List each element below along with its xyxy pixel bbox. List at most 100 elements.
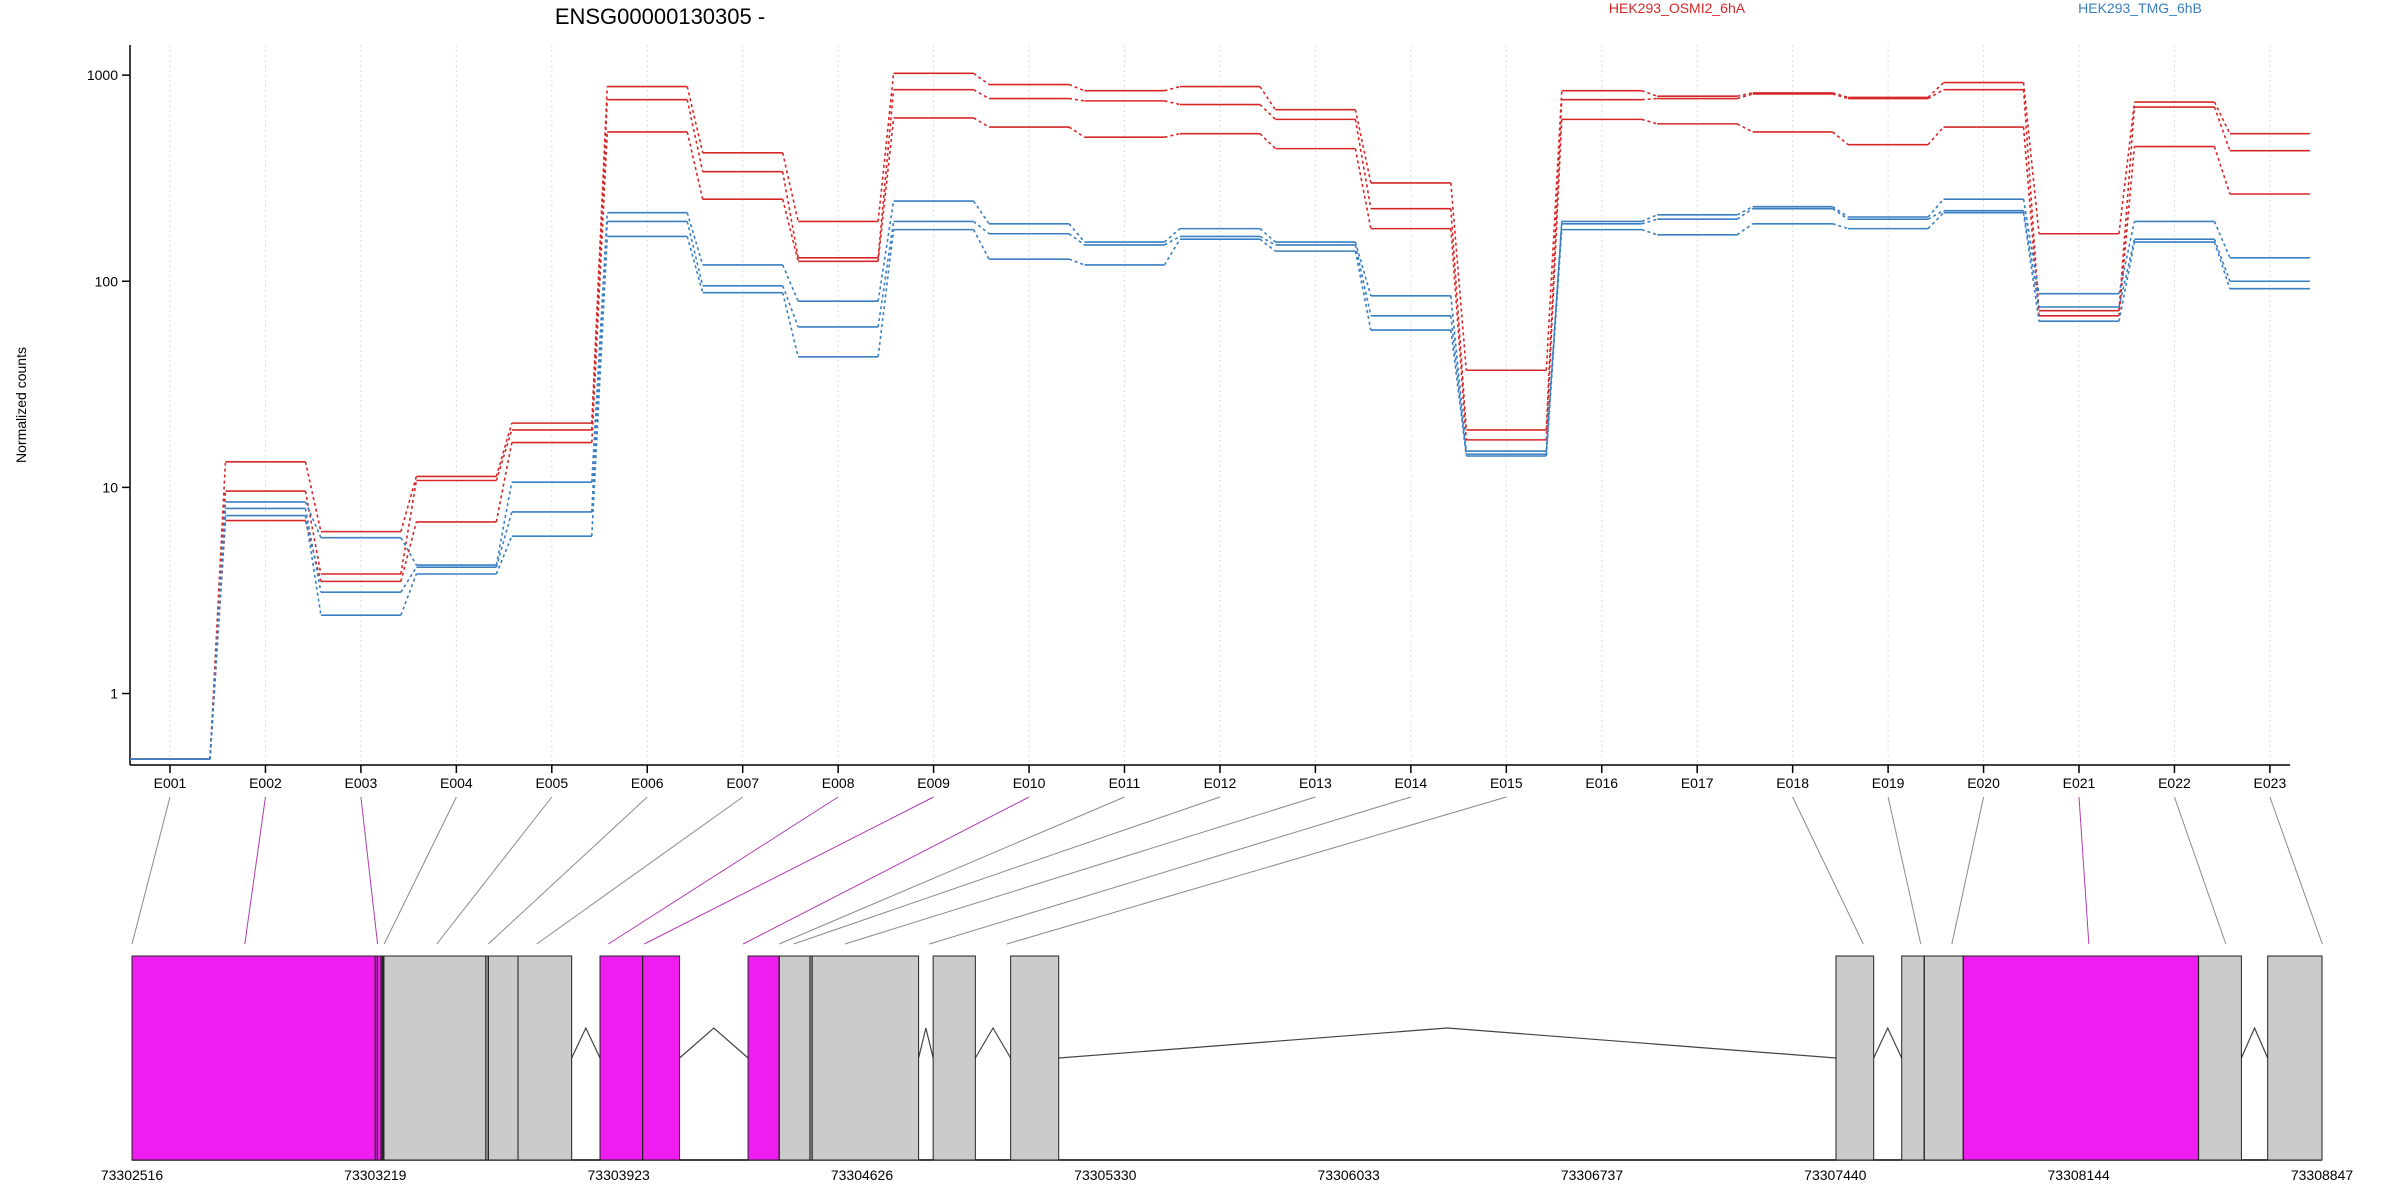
- exon-connector-e009: [644, 796, 934, 945]
- series-connector: [1641, 218, 1658, 225]
- series-connector: [1832, 131, 1849, 146]
- series-connector: [1641, 97, 1658, 101]
- exon-connector-e008: [608, 796, 839, 945]
- series-connector: [877, 117, 895, 262]
- y-tick-label: 10: [102, 479, 118, 495]
- series-connector: [1736, 205, 1754, 216]
- data-series: [130, 72, 2310, 761]
- series-connector: [2022, 82, 2040, 234]
- exon-box: [1010, 955, 1060, 1161]
- series-connector: [2118, 101, 2136, 234]
- series-connector: [495, 422, 513, 477]
- series-connector: [1068, 258, 1085, 266]
- x-tick-label-e012: E012: [1204, 775, 1237, 791]
- exon-connector-e019: [1887, 796, 1922, 945]
- exon-box: [778, 955, 813, 1161]
- series-connector: [877, 73, 895, 222]
- exon-connector-e003: [360, 796, 379, 945]
- series-connector: [686, 236, 704, 293]
- series-connector: [1450, 208, 1468, 430]
- series-connector: [973, 220, 990, 235]
- coordinate-label: 73303923: [588, 1167, 651, 1183]
- exon-connector-e004: [383, 796, 457, 945]
- x-tick-label-e019: E019: [1872, 775, 1905, 791]
- series-connector: [1545, 229, 1563, 457]
- series-connector: [973, 117, 990, 128]
- legend-entry: HEK293_OSMI2_6hA: [1609, 0, 1746, 16]
- series-connector: [1450, 315, 1468, 455]
- series-connector: [400, 521, 418, 582]
- x-tick-label-e017: E017: [1681, 775, 1714, 791]
- x-tick-label-e014: E014: [1394, 775, 1427, 791]
- series-connector: [2022, 210, 2040, 308]
- series-connector: [686, 99, 704, 172]
- series-connector: [2118, 106, 2136, 311]
- exon-connector-e020: [1951, 796, 1985, 945]
- series-connector: [1737, 92, 1753, 98]
- exon-connector-e018: [1792, 796, 1864, 945]
- x-tick-label-e008: E008: [822, 775, 855, 791]
- exon-box: [2267, 955, 2323, 1161]
- coordinate-label: 73307440: [1804, 1167, 1867, 1183]
- series-connector: [686, 131, 704, 200]
- exon-connector-e006: [487, 796, 648, 945]
- exon-box: [932, 955, 976, 1161]
- axes: [122, 45, 2290, 773]
- series-connector: [781, 199, 799, 262]
- series-connector: [1641, 228, 1658, 236]
- series-connector: [1354, 250, 1372, 331]
- series-connector: [1354, 244, 1372, 316]
- series-connector: [2022, 126, 2040, 316]
- chart-title: ENSG00000130305 -: [555, 4, 765, 29]
- series-connector: [877, 229, 895, 357]
- legend-entry: HEK293_TMG_6hB: [2078, 0, 2202, 16]
- series-connector: [304, 501, 322, 539]
- series-connector: [400, 566, 418, 593]
- series-connector: [1450, 295, 1468, 452]
- exon-box: [811, 955, 920, 1161]
- series-connector: [1164, 235, 1181, 246]
- x-tick-label-e001: E001: [154, 775, 187, 791]
- x-tick-label-e015: E015: [1490, 775, 1523, 791]
- series-connector: [1068, 83, 1085, 92]
- exon-connector-e014: [929, 796, 1411, 945]
- series-connector: [1927, 198, 1945, 218]
- x-tick-label-e003: E003: [345, 775, 378, 791]
- exon-connector-e001: [131, 796, 171, 945]
- exon-box: [1835, 955, 1875, 1161]
- exon-box-highlighted: [1962, 955, 2200, 1161]
- exon-connector-e023: [2269, 796, 2323, 945]
- series-connector: [209, 520, 227, 760]
- series-connector: [304, 515, 322, 616]
- x-tick-label-e011: E011: [1109, 775, 1141, 791]
- exon-connector-e010: [743, 796, 1030, 945]
- series-connector: [591, 236, 609, 537]
- series-line: [130, 117, 2310, 761]
- exon-connector-e012: [793, 796, 1221, 945]
- series-connector: [1068, 126, 1085, 138]
- series-connector: [1736, 223, 1754, 236]
- series-connector: [1641, 89, 1658, 97]
- series-connector: [1068, 97, 1085, 102]
- series-connector: [2213, 101, 2231, 135]
- series-connector: [1927, 88, 1944, 100]
- x-tick-label-e010: E010: [1013, 775, 1046, 791]
- grid-lines: [169, 45, 2271, 765]
- y-tick-label: 1: [110, 686, 118, 702]
- series-connector: [781, 171, 799, 258]
- series-connector: [2118, 241, 2136, 322]
- series-connector: [1832, 223, 1849, 230]
- series-connector: [781, 264, 799, 302]
- series-connector: [1736, 123, 1754, 133]
- series-connector: [209, 515, 227, 760]
- series-connector: [2022, 89, 2040, 311]
- intron-line: [974, 1026, 1012, 1059]
- exon-connector-e022: [2173, 796, 2227, 945]
- series-connector: [2213, 106, 2231, 151]
- coordinate-label: 73305330: [1074, 1167, 1137, 1183]
- series-connector: [1927, 126, 1945, 146]
- series-connector: [304, 490, 322, 575]
- series-connector: [1832, 206, 1849, 218]
- exon-connector-e007: [536, 796, 743, 945]
- x-tick-label-e009: E009: [917, 775, 950, 791]
